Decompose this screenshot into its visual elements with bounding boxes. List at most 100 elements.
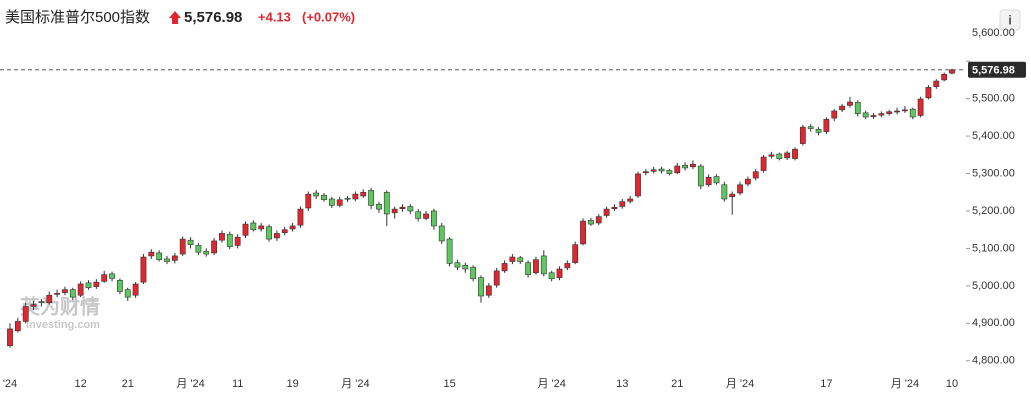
- x-tick-label: 10: [946, 378, 958, 390]
- candle-body: [321, 194, 327, 201]
- x-tick-label: 月 '24: [537, 378, 565, 390]
- candle-body: [697, 165, 704, 187]
- candle-body: [69, 289, 76, 298]
- candle-body: [211, 240, 217, 254]
- candle-body: [14, 321, 21, 332]
- candle-body: [744, 178, 751, 185]
- y-tick-label: 5,400.00: [972, 130, 1015, 142]
- candle-body: [760, 156, 767, 171]
- candle-body: [784, 152, 791, 159]
- candle-body: [368, 190, 374, 206]
- candle-body: [768, 154, 775, 157]
- candle-body: [729, 193, 736, 198]
- candle-body: [917, 98, 924, 116]
- candle-body: [556, 268, 563, 278]
- change-percent: (+0.07%): [302, 9, 355, 24]
- x-tick-label: 21: [671, 378, 683, 390]
- y-tick-label: 5,300.00: [972, 167, 1015, 179]
- candle-body: [46, 294, 53, 304]
- candle-body: [148, 251, 155, 257]
- candle-body: [595, 216, 602, 224]
- candle-body: [446, 238, 453, 264]
- y-tick-label: 5,600.00: [972, 27, 1015, 39]
- candle-body: [674, 165, 681, 174]
- candle-body: [407, 206, 414, 212]
- candle-body: [941, 73, 948, 81]
- candle-body: [360, 191, 367, 197]
- candle-body: [399, 206, 406, 210]
- candle-body: [603, 208, 610, 216]
- candle-body: [580, 220, 586, 245]
- x-tick-label: 19: [286, 378, 298, 390]
- candle-body: [525, 262, 531, 275]
- chart-title: 美国标准普尔500指数: [5, 9, 150, 26]
- candle-body: [658, 168, 665, 172]
- candle-body: [501, 263, 508, 272]
- y-tick-label: 5,100.00: [972, 242, 1015, 254]
- candle-body: [266, 226, 272, 240]
- candle-body: [635, 173, 641, 197]
- candle-body: [415, 211, 422, 219]
- candle-body: [195, 245, 202, 253]
- candle-body: [737, 184, 743, 194]
- candle-body: [925, 87, 932, 99]
- candle-body: [423, 213, 429, 219]
- candle-body: [376, 203, 382, 210]
- candle-body: [587, 220, 594, 225]
- candle-body: [572, 244, 579, 263]
- candle-body: [666, 170, 673, 174]
- candle-body: [690, 163, 696, 168]
- x-tick-label: 月 '24: [341, 378, 369, 390]
- candle-body: [949, 69, 955, 74]
- candle-body: [870, 115, 877, 117]
- candle-body: [509, 256, 516, 262]
- candle-body: [93, 281, 100, 287]
- candle-body: [548, 272, 555, 280]
- candle-body: [156, 252, 163, 260]
- candle-body: [454, 262, 461, 268]
- candle-body: [611, 206, 618, 210]
- x-tick-label: 11: [232, 378, 243, 390]
- x-tick-label: 17: [820, 378, 832, 390]
- candle-body: [297, 208, 304, 226]
- candle-body: [493, 270, 500, 286]
- candle-body: [752, 171, 759, 179]
- x-tick-label: 月 '24: [891, 378, 919, 390]
- x-tick-label: 月 '24: [176, 378, 204, 390]
- candle-body: [140, 256, 147, 283]
- candle-body: [721, 184, 728, 200]
- candle-body: [627, 198, 634, 202]
- candle-body: [124, 289, 131, 298]
- candle-body: [30, 304, 37, 307]
- info-icon[interactable]: i: [1008, 12, 1012, 27]
- candle-body: [564, 263, 571, 269]
- candle-body: [171, 255, 178, 261]
- candle-body: [219, 233, 225, 241]
- x-tick-label: 15: [443, 378, 455, 390]
- candle-body: [54, 293, 60, 295]
- candle-body: [242, 223, 249, 236]
- candle-body: [799, 126, 806, 144]
- candle-body: [383, 191, 390, 215]
- candle-body: [164, 258, 170, 262]
- y-tick-label: 4,800.00: [972, 355, 1015, 367]
- candle-body: [776, 153, 783, 159]
- candle-body: [862, 112, 869, 118]
- candle-body: [792, 148, 798, 159]
- info-button[interactable]: [999, 9, 1021, 31]
- candle-body: [886, 111, 893, 114]
- candle-body: [281, 229, 288, 233]
- candle-body: [517, 257, 524, 262]
- candle-body: [470, 266, 477, 280]
- candle-body: [62, 289, 68, 293]
- candle-body: [713, 176, 720, 184]
- candle-body: [7, 328, 13, 347]
- candle-body: [878, 113, 885, 116]
- candle-body: [352, 193, 359, 200]
- candle-body: [909, 108, 916, 118]
- candle-body: [344, 197, 351, 200]
- candle-body: [187, 239, 194, 245]
- candle-body: [305, 193, 312, 209]
